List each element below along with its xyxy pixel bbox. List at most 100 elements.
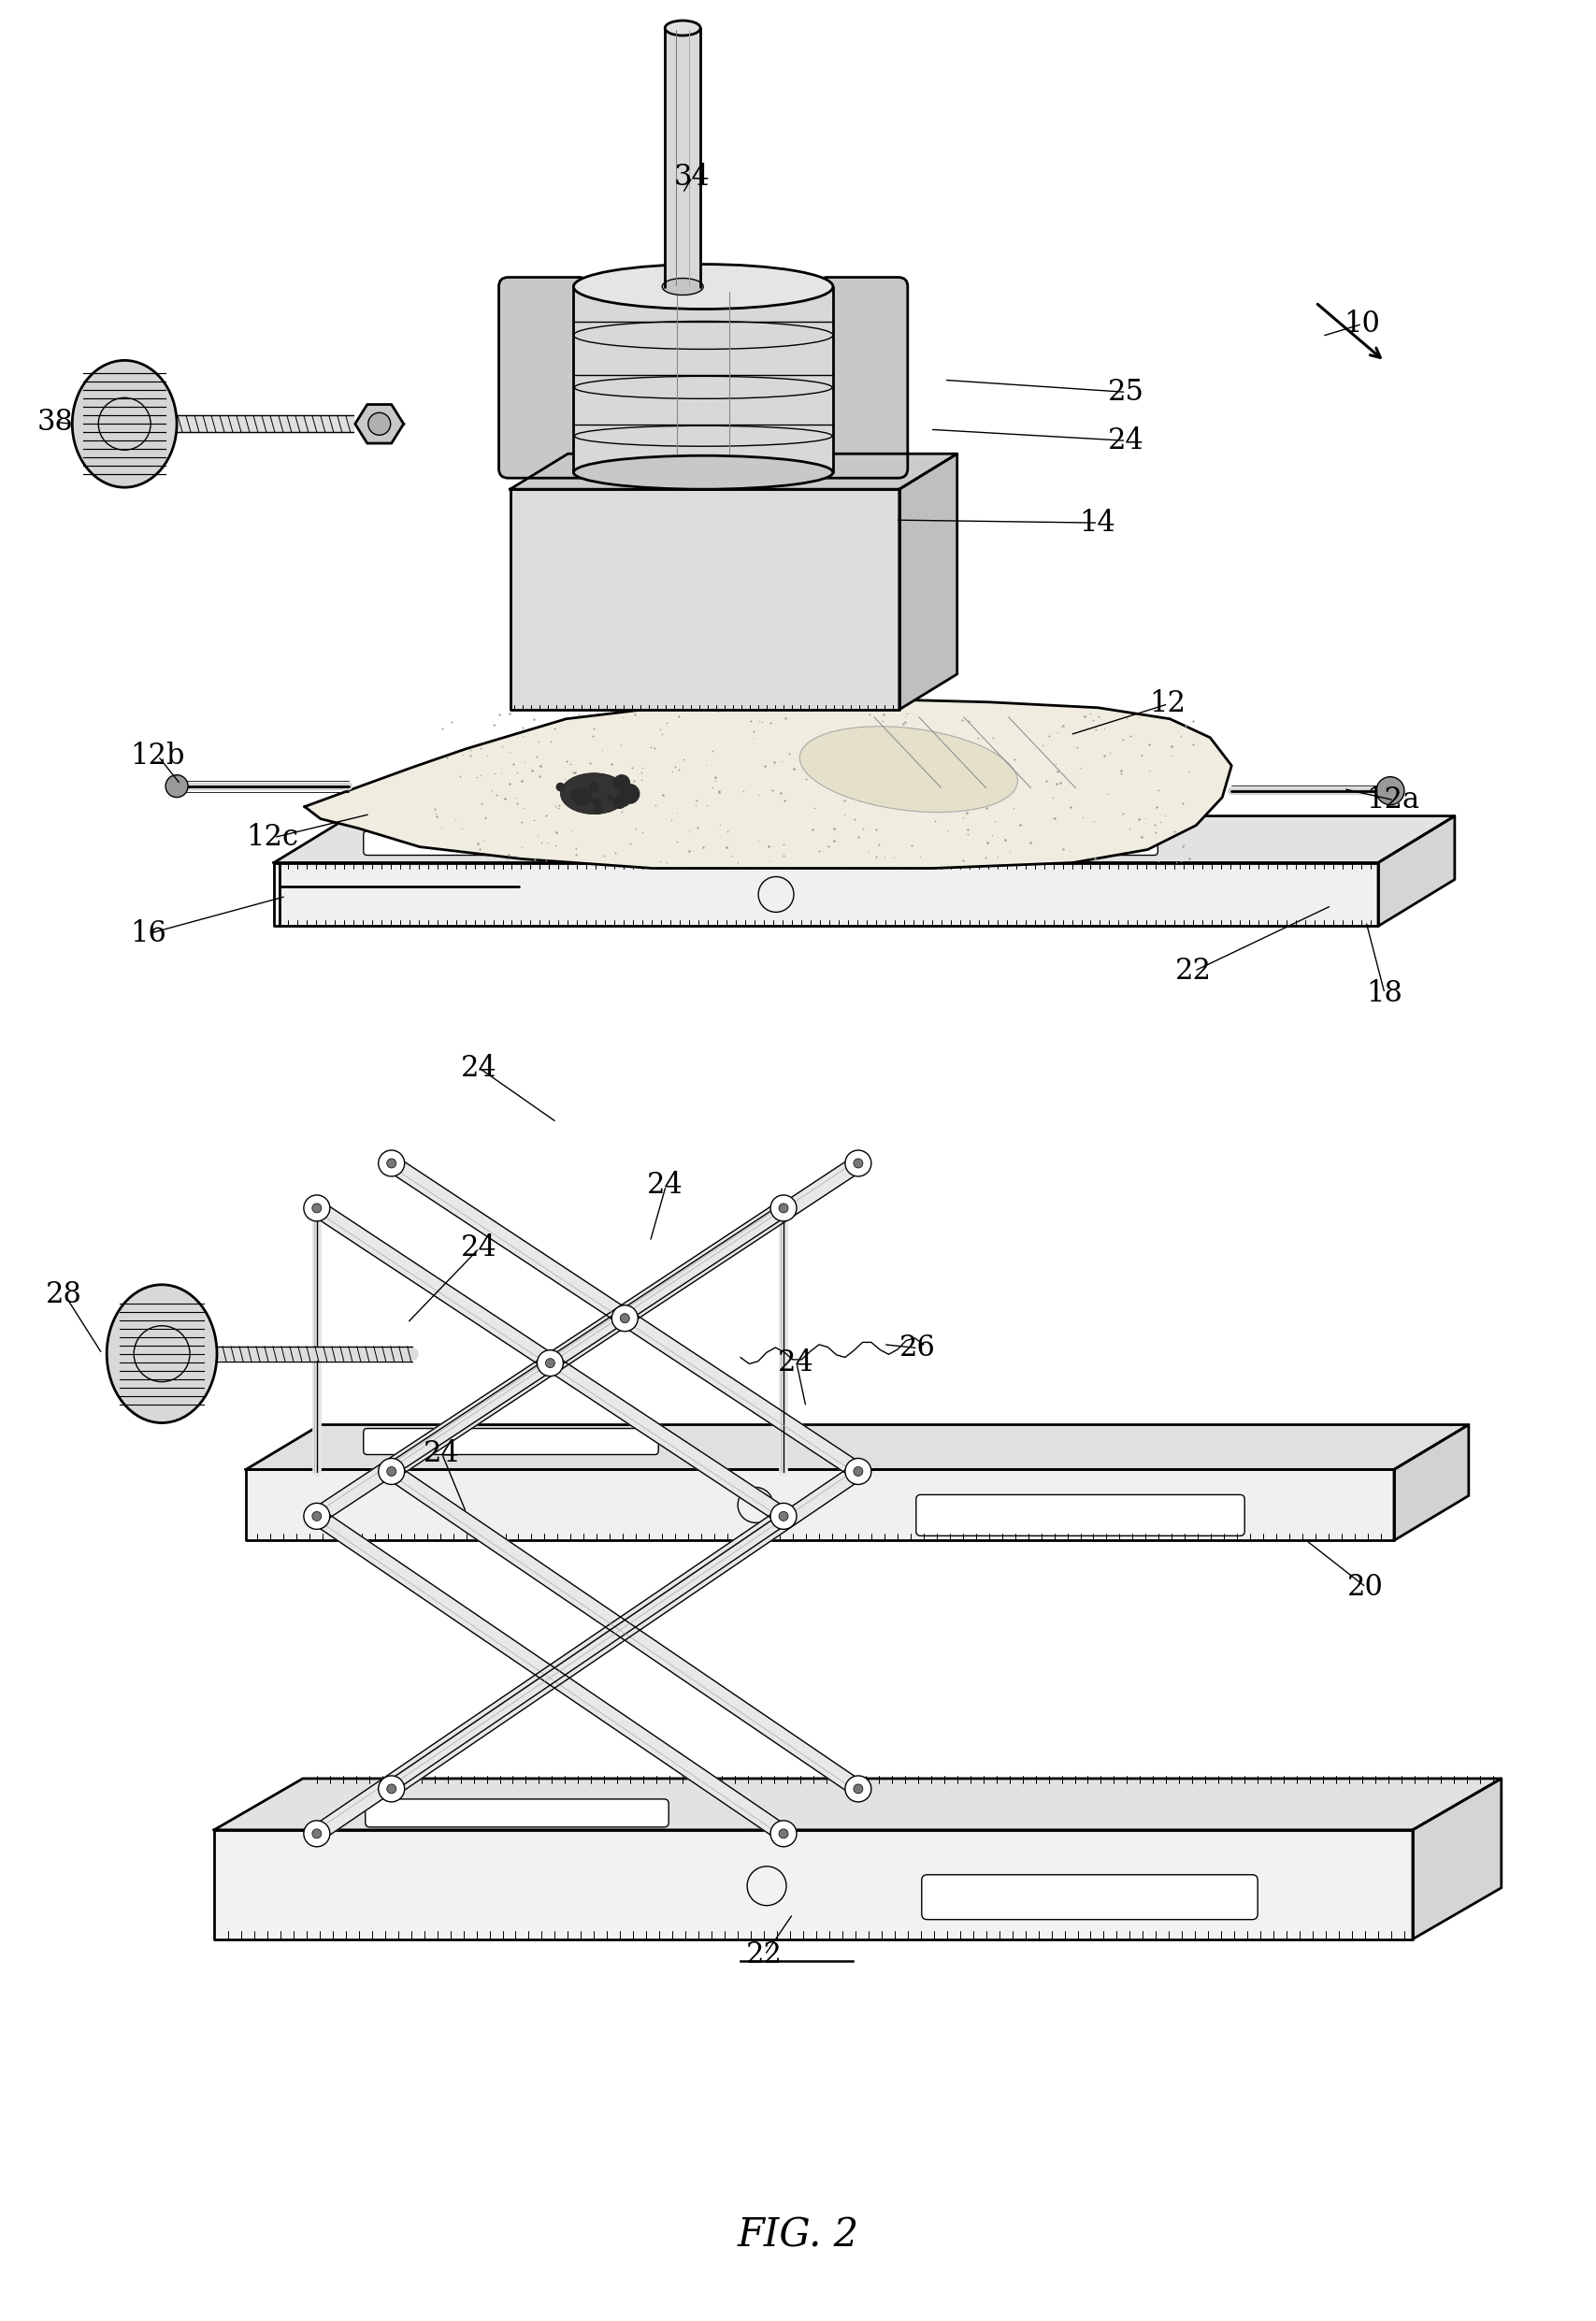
FancyBboxPatch shape	[916, 1495, 1243, 1537]
Circle shape	[536, 1351, 563, 1376]
Circle shape	[613, 775, 630, 791]
Text: 34: 34	[674, 162, 709, 193]
Circle shape	[779, 1205, 788, 1214]
Circle shape	[844, 1458, 871, 1485]
Circle shape	[369, 413, 391, 434]
Circle shape	[378, 1776, 404, 1801]
Circle shape	[852, 1467, 862, 1476]
Circle shape	[594, 798, 600, 805]
FancyBboxPatch shape	[365, 1799, 669, 1827]
Text: 24: 24	[460, 1235, 496, 1263]
Text: 12a: 12a	[1365, 784, 1419, 815]
Circle shape	[311, 1205, 321, 1214]
Polygon shape	[311, 1509, 788, 1841]
Text: 14: 14	[1079, 508, 1116, 538]
Polygon shape	[386, 1156, 862, 1478]
Polygon shape	[246, 1469, 1393, 1541]
Polygon shape	[664, 28, 701, 285]
Circle shape	[852, 1785, 862, 1794]
Text: 28: 28	[46, 1281, 83, 1309]
Circle shape	[592, 798, 598, 805]
Text: 24: 24	[646, 1172, 683, 1200]
Circle shape	[546, 1358, 554, 1367]
Circle shape	[386, 1467, 396, 1476]
Polygon shape	[1412, 1778, 1500, 1938]
Polygon shape	[246, 1425, 1468, 1469]
Circle shape	[1376, 778, 1403, 805]
FancyBboxPatch shape	[921, 1875, 1258, 1919]
Circle shape	[779, 1829, 788, 1838]
Text: 12: 12	[1149, 689, 1186, 720]
Text: 25: 25	[1106, 378, 1143, 406]
Circle shape	[606, 794, 613, 801]
Text: 26: 26	[899, 1335, 935, 1362]
FancyBboxPatch shape	[817, 276, 907, 478]
Circle shape	[594, 805, 602, 815]
Polygon shape	[509, 490, 899, 710]
Text: 24: 24	[460, 1054, 496, 1082]
Circle shape	[386, 1158, 396, 1167]
Text: 22: 22	[745, 1940, 782, 1971]
Polygon shape	[305, 699, 1231, 868]
Text: 16: 16	[129, 919, 166, 947]
Circle shape	[555, 782, 565, 791]
Circle shape	[311, 1511, 321, 1520]
Polygon shape	[311, 1200, 788, 1523]
Circle shape	[611, 1304, 637, 1332]
Circle shape	[844, 1776, 871, 1801]
Circle shape	[573, 787, 592, 808]
Circle shape	[613, 796, 626, 810]
Circle shape	[378, 1458, 404, 1485]
Polygon shape	[573, 285, 833, 473]
Ellipse shape	[800, 726, 1017, 812]
Polygon shape	[273, 863, 1377, 926]
FancyBboxPatch shape	[364, 831, 643, 854]
Text: 22: 22	[1175, 956, 1211, 986]
FancyBboxPatch shape	[860, 831, 1157, 854]
Polygon shape	[899, 455, 956, 710]
Circle shape	[311, 1829, 321, 1838]
Polygon shape	[214, 1778, 1500, 1829]
Circle shape	[303, 1195, 330, 1221]
Circle shape	[621, 798, 629, 805]
Polygon shape	[176, 415, 353, 432]
Ellipse shape	[560, 773, 627, 815]
Polygon shape	[386, 1156, 862, 1478]
Text: 38: 38	[37, 408, 73, 436]
Polygon shape	[1393, 1425, 1468, 1541]
Ellipse shape	[662, 279, 702, 295]
Circle shape	[571, 794, 579, 801]
Polygon shape	[386, 1465, 862, 1796]
Text: 12b: 12b	[129, 743, 185, 771]
Polygon shape	[354, 404, 404, 443]
Text: 18: 18	[1365, 979, 1401, 1007]
Circle shape	[386, 1785, 396, 1794]
Polygon shape	[311, 1509, 788, 1841]
Polygon shape	[214, 1829, 1412, 1938]
Circle shape	[769, 1504, 796, 1530]
Circle shape	[378, 1151, 404, 1177]
Text: 10: 10	[1342, 309, 1379, 339]
Polygon shape	[386, 1465, 862, 1796]
Text: 24: 24	[1106, 427, 1143, 455]
Polygon shape	[273, 817, 1454, 863]
Ellipse shape	[664, 21, 701, 35]
Circle shape	[844, 1151, 871, 1177]
Polygon shape	[311, 1200, 788, 1523]
Circle shape	[619, 784, 637, 803]
Ellipse shape	[573, 265, 833, 309]
Polygon shape	[509, 455, 956, 490]
Circle shape	[166, 775, 188, 798]
Text: 24: 24	[777, 1349, 814, 1379]
Circle shape	[568, 789, 579, 801]
Circle shape	[619, 1314, 629, 1323]
Circle shape	[589, 782, 598, 791]
Text: FIG. 2: FIG. 2	[737, 2217, 859, 2254]
Circle shape	[852, 1158, 862, 1167]
Circle shape	[769, 1195, 796, 1221]
Text: 12c: 12c	[246, 824, 298, 852]
FancyBboxPatch shape	[498, 276, 587, 478]
FancyBboxPatch shape	[364, 1427, 658, 1455]
Polygon shape	[1377, 817, 1454, 926]
Text: 20: 20	[1347, 1574, 1382, 1601]
